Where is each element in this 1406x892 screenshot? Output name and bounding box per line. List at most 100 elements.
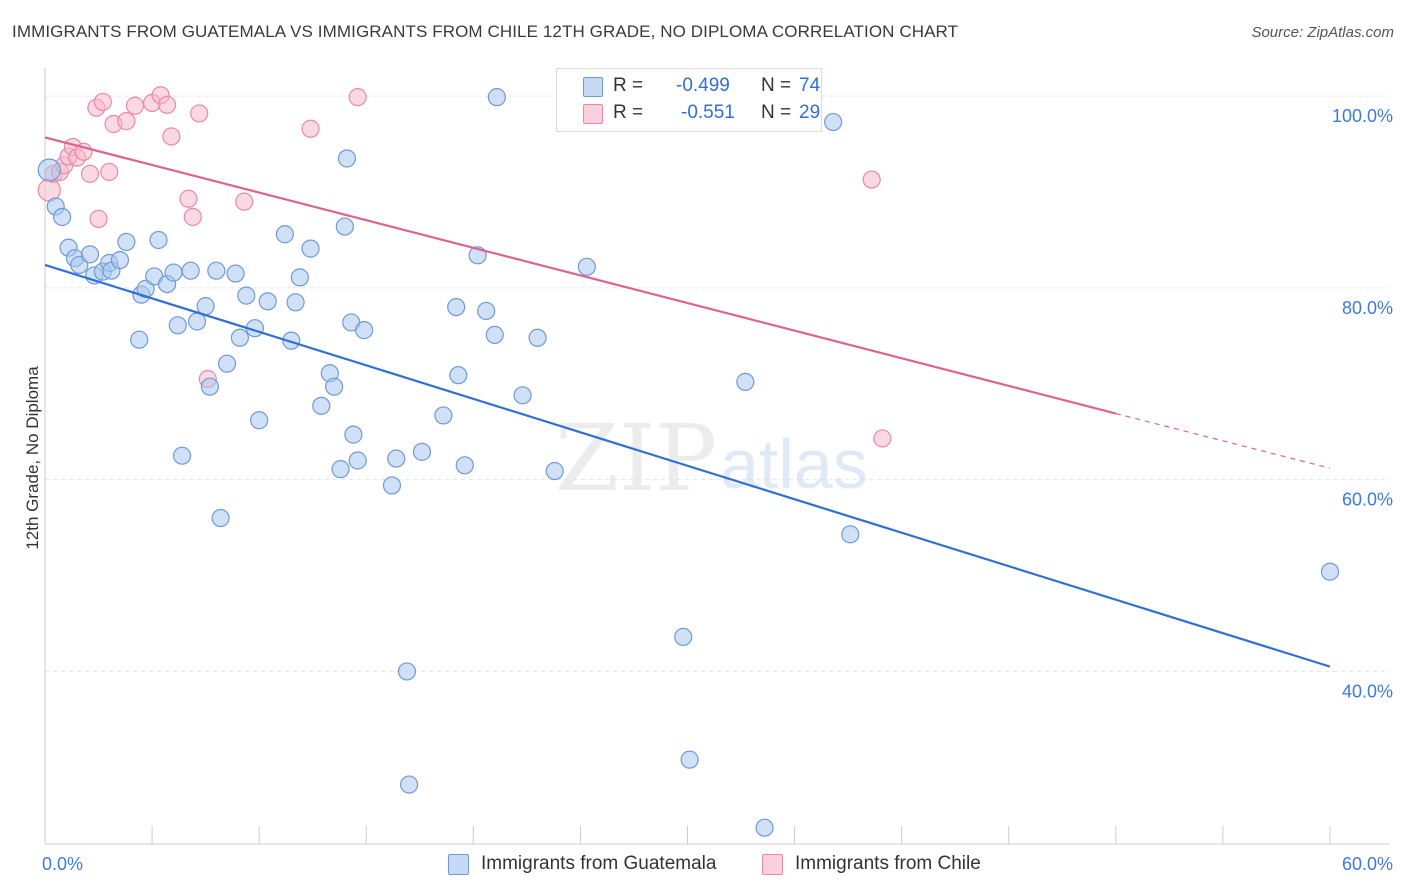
guatemala-point [449,366,468,385]
trend-layer [44,136,1331,668]
guatemala-point [680,750,699,769]
label-layer: 40.0% 60.0% 80.0% 100.0% 0.0% 60.0% 12th Grade… [23,106,1393,874]
r-value: -0.551 [681,102,735,123]
n-label: N = [761,102,792,123]
watermark: ZIP atlas [555,405,868,512]
guatemala-point [275,225,294,244]
guatemala-point [528,328,547,347]
guatemala-point [250,411,269,430]
y-tick-label: 40.0% [1342,681,1393,701]
r-value: -0.499 [676,75,730,96]
guatemala-point [487,88,506,107]
guatemala-point [226,264,245,283]
guatemala-point [149,230,168,250]
guatemala-point [37,158,61,182]
source-label: Source: ZipAtlas.com [1251,24,1394,41]
stats-box: R = -0.499 N = 74 R = -0.551 N = 29 [556,68,822,132]
chile-point [183,207,202,227]
chile-point [235,192,254,211]
x-tick-label: 60.0% [1342,854,1393,874]
y-axis-title: 12th Grade, No Diploma [23,366,42,550]
guatemala-point [230,328,249,347]
guatemala-point [337,149,357,168]
guatemala-point [196,297,215,316]
guatemala-legend-swatch [448,853,469,875]
guatemala-point [824,112,843,132]
guatemala-point [164,263,183,282]
y-tick-label: 80.0% [1342,298,1393,318]
guatemala-point [399,775,419,794]
r-label: R = [613,102,644,123]
watermark-atlas: atlas [720,425,868,503]
r-label: R = [613,75,644,96]
guatemala-point [344,425,363,444]
legend-label: Immigrants from Guatemala [481,853,717,874]
y-tick-label: 60.0% [1342,490,1393,510]
guatemala-point [325,377,344,396]
y-tick-label: 100.0% [1332,106,1393,126]
guatemala-point [335,217,354,236]
points-chile [37,86,892,448]
grid-layer [45,95,1390,672]
guatemala-point [217,354,237,373]
chile-point [157,95,177,114]
axis-layer [44,68,1390,845]
legend-item-chile[interactable]: Immigrants from Chile [762,852,981,876]
guatemala-point [237,286,256,305]
chile-point [162,127,181,146]
guatemala-point [80,245,100,264]
legend-item-guatemala[interactable]: Immigrants from Guatemala [448,852,716,876]
n-label: N = [761,75,792,96]
guatemala-point [736,372,755,391]
guatemala-point [187,312,207,331]
chile-legend-swatch [762,853,783,875]
guatemala-point [485,325,504,345]
guatemala-point [577,257,596,276]
guatemala-trend-line [44,263,1331,668]
guatemala-point [290,268,309,287]
guatemala-point [387,449,406,468]
guatemala-point [348,451,367,470]
guatemala-point [513,386,532,405]
guatemala-point [434,406,453,425]
chile-trend-extension [1115,412,1331,469]
chile-swatch [583,104,603,124]
chile-point [100,162,119,182]
chile-point [301,119,320,138]
guatemala-point [207,261,226,280]
chile-point [89,209,108,228]
guatemala-point [282,331,301,350]
guatemala-point [181,261,200,280]
guatemala-point [301,239,320,258]
guatemala-point [545,461,564,481]
n-value: 74 [799,75,821,96]
guatemala-point [53,207,72,227]
chile-point [862,170,881,189]
x-tick-label: 0.0% [42,854,83,874]
guatemala-point [1320,562,1340,581]
guatemala-point [447,298,466,317]
n-value: 29 [799,102,821,123]
chile-point [125,96,145,115]
guatemala-point [755,818,774,837]
guatemala-point [382,476,402,495]
guatemala-point [355,321,374,340]
chile-trend-line [44,136,1117,415]
chile-point [179,189,198,208]
guatemala-point [211,508,230,528]
chile-point [873,429,892,448]
guatemala-point [331,460,350,479]
guatemala-point [455,456,474,475]
guatemala-point [397,662,417,681]
guatemala-point [168,316,187,335]
guatemala-point [130,330,149,349]
chile-point [93,92,112,112]
chart-title: IMMIGRANTS FROM GUATEMALA VS IMMIGRANTS … [12,22,959,41]
points-guatemala [37,88,1340,837]
guatemala-point [674,627,693,647]
chile-point [190,104,209,123]
chile-point [117,112,136,131]
guatemala-point [412,442,432,461]
guatemala-swatch [583,77,603,97]
